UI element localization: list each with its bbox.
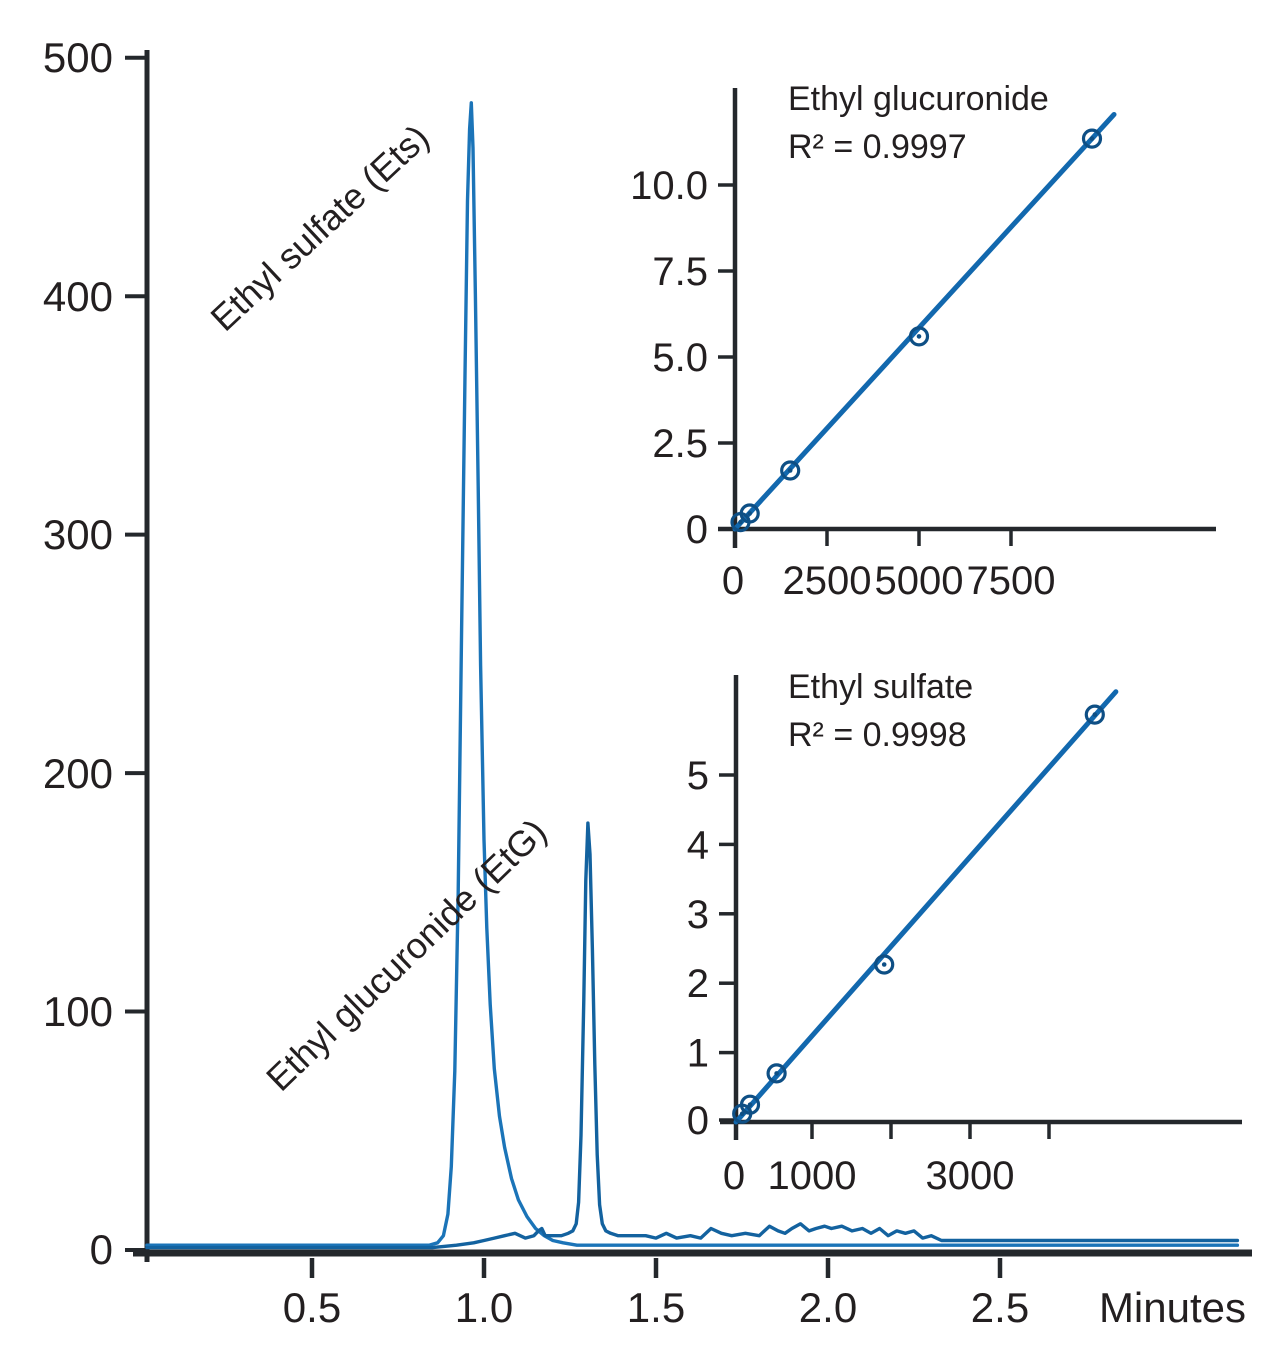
ets-fit-line (733, 689, 1119, 1125)
main-x-tick-label: 1.0 (455, 1284, 513, 1331)
etg-trace (145, 821, 1240, 1250)
ets-inset-title: Ethyl sulfate (788, 668, 973, 706)
main-x-tick-label: 2.5 (971, 1284, 1029, 1331)
etg-peak-label: Ethyl glucuronide (EtG) (258, 811, 554, 1099)
main-x-tick-label: 0.5 (283, 1284, 341, 1331)
main-chart: 0 100 200 300 400 500 0.5 1.0 1.5 2.0 2.… (43, 34, 1252, 1331)
data-point-marker (766, 1063, 787, 1084)
inset-x-tick-label: 0 (723, 1154, 745, 1198)
data-point-marker (908, 326, 930, 347)
inset-x-tick-label: 0 (722, 559, 744, 603)
data-point-marker (1081, 128, 1103, 149)
main-y-tick-label: 500 (43, 34, 113, 81)
data-point-center-dot (916, 334, 922, 339)
data-point-marker (739, 1094, 761, 1115)
data-point-center-dot (881, 962, 887, 967)
inset-x-tick-label: 5000 (875, 559, 964, 603)
data-point-center-dot (1089, 136, 1095, 141)
main-y-tick-label: 400 (43, 273, 113, 320)
main-y-tick-label: 200 (43, 750, 113, 797)
inset-x-tick-label: 1000 (768, 1154, 857, 1198)
data-point-marker (1084, 704, 1105, 725)
inset-y-tick-label: 5.0 (652, 336, 708, 380)
inset-x-tick-label: 7500 (967, 559, 1056, 603)
inset-x-tick-label: 2500 (783, 559, 872, 603)
main-x-tick-label: 2.0 (799, 1284, 857, 1331)
main-x-tick-label: 1.5 (627, 1284, 685, 1331)
data-point-center-dot (739, 1111, 745, 1116)
ets-data-points (732, 704, 1105, 1124)
inset-y-tick-label: 4 (687, 823, 709, 867)
inset-y-tick-label: 1 (687, 1032, 709, 1076)
inset-y-tick-label: 3 (687, 893, 709, 937)
ets-inset-r2: R² = 0.9998 (788, 716, 967, 754)
etg-data-points (730, 128, 1103, 533)
data-point-center-dot (747, 511, 752, 516)
data-point-center-dot (747, 1102, 753, 1107)
etg-inset-title: Ethyl glucuronide (788, 80, 1049, 118)
inset-y-tick-label: 10.0 (630, 164, 708, 208)
data-point-marker (874, 954, 895, 975)
inset-y-tick-label: 2 (687, 962, 709, 1006)
ets-peak-label: Ethyl sulfate (Ets) (202, 116, 436, 338)
inset-y-tick-label: 0 (687, 1099, 709, 1143)
inset-y-tick-label: 7.5 (652, 250, 708, 294)
main-y-tick-label: 100 (43, 988, 113, 1035)
ets-calibration-inset: 0 1 2 3 4 5 0 1000 3000 Ethyl sulfate R²… (687, 668, 1242, 1198)
x-axis-unit-label: Minutes (1099, 1284, 1246, 1331)
data-point-center-dot (738, 519, 743, 525)
data-point-marker (739, 503, 760, 524)
ets-trace (145, 101, 1240, 1247)
inset-y-tick-label: 5 (687, 754, 709, 798)
etg-fit-line (732, 111, 1117, 532)
inset-x-tick-label: 3000 (926, 1154, 1015, 1198)
etg-calibration-inset: 0 2.5 5.0 7.5 10.0 0 2500 5000 7500 Ethy… (630, 80, 1216, 603)
data-point-center-dot (1092, 712, 1098, 717)
inset-y-tick-label: 2.5 (652, 422, 708, 466)
main-y-tick-label: 0 (90, 1226, 113, 1273)
inset-y-tick-label: 0 (686, 508, 708, 552)
main-y-tick-label: 300 (43, 511, 113, 558)
data-point-marker (780, 460, 801, 481)
data-point-center-dot (787, 468, 793, 473)
data-point-center-dot (774, 1071, 779, 1076)
etg-inset-r2: R² = 0.9997 (788, 128, 967, 166)
